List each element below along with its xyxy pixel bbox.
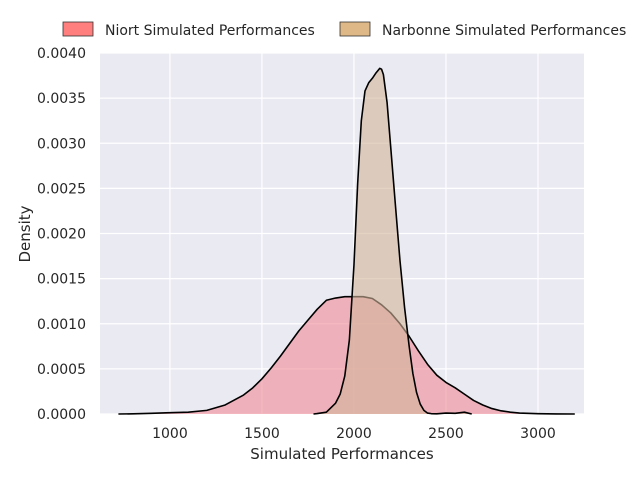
y-tick-label: 0.0020 xyxy=(37,227,86,243)
density-areas xyxy=(118,67,575,415)
density-area-narbonne xyxy=(313,68,472,414)
y-tick-label: 0.0010 xyxy=(37,317,86,333)
y-tick-label: 0.0035 xyxy=(37,91,86,107)
y-tick-label: 0.0005 xyxy=(37,362,86,378)
y-tick-label: 0.0025 xyxy=(37,181,86,197)
legend-swatch-niort xyxy=(62,21,94,37)
legend-swatch-narbonne xyxy=(339,21,371,37)
density-line-narbonne xyxy=(313,67,472,415)
x-tick-label: 2500 xyxy=(428,426,464,442)
x-tick-label: 1000 xyxy=(152,426,188,442)
y-tick-label: 0.0030 xyxy=(37,136,86,152)
legend-label-niort: Niort Simulated Performances xyxy=(105,23,315,39)
x-tick-label: 1500 xyxy=(244,426,280,442)
y-axis-label: Density xyxy=(16,205,34,262)
x-axis-label: Simulated Performances xyxy=(250,445,434,463)
grid xyxy=(100,52,584,415)
y-tick-label: 0.0040 xyxy=(37,46,86,62)
legend-label-narbonne: Narbonne Simulated Performances xyxy=(382,23,626,39)
legend: Niort Simulated Performances Narbonne Si… xyxy=(62,21,626,39)
x-tick-label: 3000 xyxy=(520,426,556,442)
y-tick-label: 0.0000 xyxy=(37,407,86,423)
y-axis-ticks: 0.0000 0.0005 0.0010 0.0015 0.0020 0.0025 0.00… xyxy=(37,46,86,423)
y-tick-label: 0.0015 xyxy=(37,272,86,288)
x-axis-ticks: 1000 1500 2000 2500 3000 xyxy=(152,426,556,442)
x-tick-label: 2000 xyxy=(336,426,372,442)
